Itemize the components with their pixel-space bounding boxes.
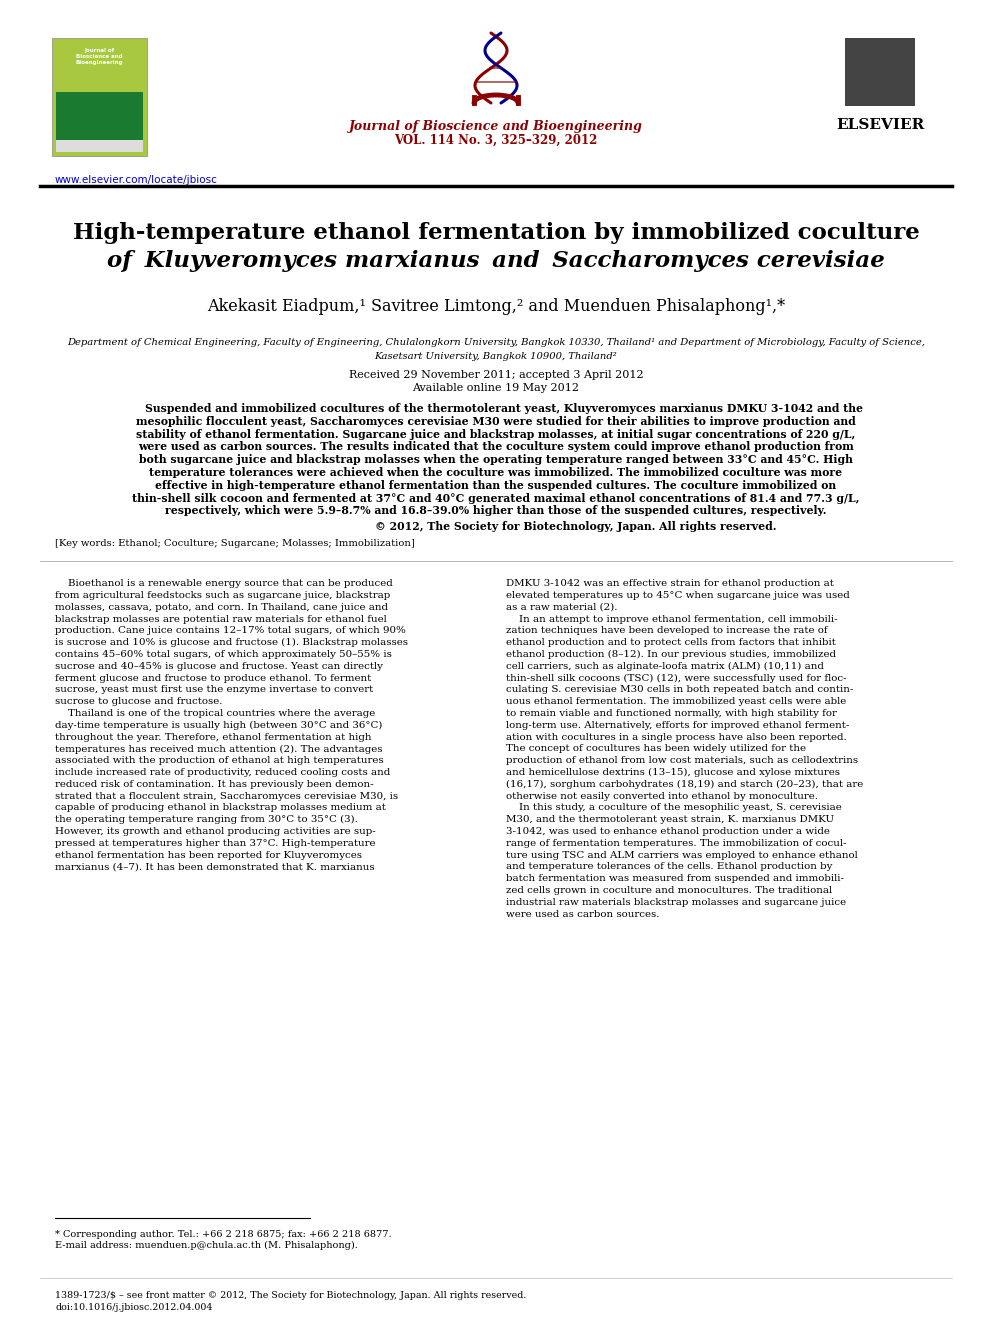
Text: the operating temperature ranging from 30°C to 35°C (3).: the operating temperature ranging from 3… [55,815,358,824]
Text: Akekasit Eiadpum,¹ Savitree Limtong,² and Muenduen Phisalaphong¹,*: Akekasit Eiadpum,¹ Savitree Limtong,² an… [207,298,785,315]
Text: Kasetsart University, Bangkok 10900, Thailand²: Kasetsart University, Bangkok 10900, Tha… [375,352,617,361]
Bar [845,38,915,106]
Text: capable of producing ethanol in blackstrap molasses medium at: capable of producing ethanol in blackstr… [55,803,386,812]
Text: Received 29 November 2011; accepted 3 April 2012: Received 29 November 2011; accepted 3 Ap… [348,370,644,380]
Text: E-mail address: muenduen.p@chula.ac.th (M. Phisalaphong).: E-mail address: muenduen.p@chula.ac.th (… [55,1241,358,1250]
Text: effective in high-temperature ethanol fermentation than the suspended cultures. : effective in high-temperature ethanol fe… [156,480,836,491]
Text: Journal of
Bioscience and
Bioengineering: Journal of Bioscience and Bioengineering [75,48,123,65]
Text: Thailand is one of the tropical countries where the average: Thailand is one of the tropical countrie… [55,709,375,718]
Text: Available online 19 May 2012: Available online 19 May 2012 [413,382,579,393]
Text: of  Kluyveromyces marxianus  and  Saccharomyces cerevisiae: of Kluyveromyces marxianus and Saccharom… [107,250,885,273]
Text: cell carriers, such as alginate-loofa matrix (ALM) (10,11) and: cell carriers, such as alginate-loofa ma… [506,662,824,671]
Text: strated that a flocculent strain, Saccharomyces cerevisiae M30, is: strated that a flocculent strain, Saccha… [55,791,398,800]
Text: reduced risk of contamination. It has previously been demon-: reduced risk of contamination. It has pr… [55,779,374,789]
Text: Journal of Bioscience and Bioengineering: Journal of Bioscience and Bioengineering [349,120,643,134]
Text: Bioethanol is a renewable energy source that can be produced: Bioethanol is a renewable energy source … [55,579,393,589]
Text: is sucrose and 10% is glucose and fructose (1). Blackstrap molasses: is sucrose and 10% is glucose and fructo… [55,638,408,647]
Text: day-time temperature is usually high (between 30°C and 36°C): day-time temperature is usually high (be… [55,721,382,730]
Text: pressed at temperatures higher than 37°C. High-temperature: pressed at temperatures higher than 37°C… [55,839,376,848]
Text: elevated temperatures up to 45°C when sugarcane juice was used: elevated temperatures up to 45°C when su… [506,591,850,601]
Text: marxianus (4–7). It has been demonstrated that K. marxianus: marxianus (4–7). It has been demonstrate… [55,863,375,872]
Text: and hemicellulose dextrins (13–15), glucose and xylose mixtures: and hemicellulose dextrins (13–15), gluc… [506,767,840,777]
Text: The concept of cocultures has been widely utilized for the: The concept of cocultures has been widel… [506,745,806,753]
Text: range of fermentation temperatures. The immobilization of cocul-: range of fermentation temperatures. The … [506,839,846,848]
Text: (16,17), sorghum carbohydrates (18,19) and starch (20–23), that are: (16,17), sorghum carbohydrates (18,19) a… [506,779,863,789]
Text: ELSEVIER: ELSEVIER [836,118,925,132]
Text: www.elsevier.com/locate/jbiosc: www.elsevier.com/locate/jbiosc [55,175,218,185]
Text: Department of Chemical Engineering, Faculty of Engineering, Chulalongkorn Univer: Department of Chemical Engineering, Facu… [67,337,925,347]
Text: However, its growth and ethanol producing activities are sup-: However, its growth and ethanol producin… [55,827,376,836]
Text: were used as carbon sources. The results indicated that the coculture system cou: were used as carbon sources. The results… [138,442,854,452]
Text: Suspended and immobilized cocultures of the thermotolerant yeast, Kluyveromyces : Suspended and immobilized cocultures of … [130,404,862,414]
Bar [52,38,147,156]
Text: throughout the year. Therefore, ethanol fermentation at high: throughout the year. Therefore, ethanol … [55,733,371,742]
Text: to remain viable and functioned normally, with high stability for: to remain viable and functioned normally… [506,709,837,718]
Text: ethanol production and to protect cells from factors that inhibit: ethanol production and to protect cells … [506,638,836,647]
Text: High-temperature ethanol fermentation by immobilized coculture: High-temperature ethanol fermentation by… [72,222,920,243]
Text: include increased rate of productivity, reduced cooling costs and: include increased rate of productivity, … [55,767,390,777]
Text: thin-shell silk cocoons (TSC) (12), were successfully used for floc-: thin-shell silk cocoons (TSC) (12), were… [506,673,846,683]
Text: both sugarcane juice and blackstrap molasses when the operating temperature rang: both sugarcane juice and blackstrap mola… [139,454,853,466]
Text: sucrose, yeast must first use the enzyme invertase to convert: sucrose, yeast must first use the enzyme… [55,685,373,695]
Text: M30, and the thermotolerant yeast strain, K. marxianus DMKU: M30, and the thermotolerant yeast strain… [506,815,834,824]
Bar [56,93,143,152]
Text: were used as carbon sources.: were used as carbon sources. [506,910,660,918]
Text: batch fermentation was measured from suspended and immobili-: batch fermentation was measured from sus… [506,875,844,884]
Text: blackstrap molasses are potential raw materials for ethanol fuel: blackstrap molasses are potential raw ma… [55,615,387,623]
Text: ethanol production (8–12). In our previous studies, immobilized: ethanol production (8–12). In our previo… [506,650,836,659]
Text: mesophilic flocculent yeast, Saccharomyces cerevisiae M30 were studied for their: mesophilic flocculent yeast, Saccharomyc… [136,415,856,427]
Text: and temperature tolerances of the cells. Ethanol production by: and temperature tolerances of the cells.… [506,863,832,872]
Text: zed cells grown in coculture and monocultures. The traditional: zed cells grown in coculture and monocul… [506,886,832,894]
Text: [Key words: Ethanol; Coculture; Sugarcane; Molasses; Immobilization]: [Key words: Ethanol; Coculture; Sugarcan… [55,540,415,548]
Text: production of ethanol from low cost materials, such as cellodextrins: production of ethanol from low cost mate… [506,757,858,765]
Text: * Corresponding author. Tel.: +66 2 218 6875; fax: +66 2 218 6877.: * Corresponding author. Tel.: +66 2 218 … [55,1230,392,1240]
Text: © 2012, The Society for Biotechnology, Japan. All rights reserved.: © 2012, The Society for Biotechnology, J… [375,521,777,532]
Text: sucrose to glucose and fructose.: sucrose to glucose and fructose. [55,697,222,706]
Text: 1389-1723/$ – see front matter © 2012, The Society for Biotechnology, Japan. All: 1389-1723/$ – see front matter © 2012, T… [55,1291,527,1301]
Text: In an attempt to improve ethanol fermentation, cell immobili-: In an attempt to improve ethanol ferment… [506,615,837,623]
Text: temperature tolerances were achieved when the coculture was immobilized. The imm: temperature tolerances were achieved whe… [150,467,842,478]
Text: ferment glucose and fructose to produce ethanol. To ferment: ferment glucose and fructose to produce … [55,673,371,683]
Text: DMKU 3-1042 was an effective strain for ethanol production at: DMKU 3-1042 was an effective strain for … [506,579,834,589]
Text: otherwise not easily converted into ethanol by monoculture.: otherwise not easily converted into etha… [506,791,818,800]
Text: associated with the production of ethanol at high temperatures: associated with the production of ethano… [55,757,384,765]
Text: uous ethanol fermentation. The immobilized yeast cells were able: uous ethanol fermentation. The immobiliz… [506,697,846,706]
Text: molasses, cassava, potato, and corn. In Thailand, cane juice and: molasses, cassava, potato, and corn. In … [55,603,388,611]
Text: from agricultural feedstocks such as sugarcane juice, blackstrap: from agricultural feedstocks such as sug… [55,591,390,601]
Text: culating S. cerevisiae M30 cells in both repeated batch and contin-: culating S. cerevisiae M30 cells in both… [506,685,853,695]
Text: sucrose and 40–45% is glucose and fructose. Yeast can directly: sucrose and 40–45% is glucose and fructo… [55,662,383,671]
Text: 3-1042, was used to enhance ethanol production under a wide: 3-1042, was used to enhance ethanol prod… [506,827,830,836]
Text: production. Cane juice contains 12–17% total sugars, of which 90%: production. Cane juice contains 12–17% t… [55,626,406,635]
Text: thin-shell silk cocoon and fermented at 37°C and 40°C generated maximal ethanol : thin-shell silk cocoon and fermented at … [132,492,860,504]
Text: temperatures has received much attention (2). The advantages: temperatures has received much attention… [55,745,383,754]
Text: ation with cocultures in a single process have also been reported.: ation with cocultures in a single proces… [506,733,847,742]
Text: as a raw material (2).: as a raw material (2). [506,603,617,611]
Text: stability of ethanol fermentation. Sugarcane juice and blackstrap molasses, at i: stability of ethanol fermentation. Sugar… [136,429,856,439]
Text: respectively, which were 5.9–8.7% and 16.8–39.0% higher than those of the suspen: respectively, which were 5.9–8.7% and 16… [166,505,826,516]
Text: VOL. 114 No. 3, 325–329, 2012: VOL. 114 No. 3, 325–329, 2012 [394,134,598,147]
Text: ture using TSC and ALM carriers was employed to enhance ethanol: ture using TSC and ALM carriers was empl… [506,851,858,860]
Text: In this study, a coculture of the mesophilic yeast, S. cerevisiae: In this study, a coculture of the mesoph… [506,803,842,812]
Bar [56,140,143,152]
Text: doi:10.1016/j.jbiosc.2012.04.004: doi:10.1016/j.jbiosc.2012.04.004 [55,1303,212,1312]
Text: contains 45–60% total sugars, of which approximately 50–55% is: contains 45–60% total sugars, of which a… [55,650,392,659]
Text: industrial raw materials blackstrap molasses and sugarcane juice: industrial raw materials blackstrap mola… [506,898,846,906]
Text: zation techniques have been developed to increase the rate of: zation techniques have been developed to… [506,626,827,635]
Text: ethanol fermentation has been reported for Kluyveromyces: ethanol fermentation has been reported f… [55,851,362,860]
Text: long-term use. Alternatively, efforts for improved ethanol ferment-: long-term use. Alternatively, efforts fo… [506,721,849,730]
